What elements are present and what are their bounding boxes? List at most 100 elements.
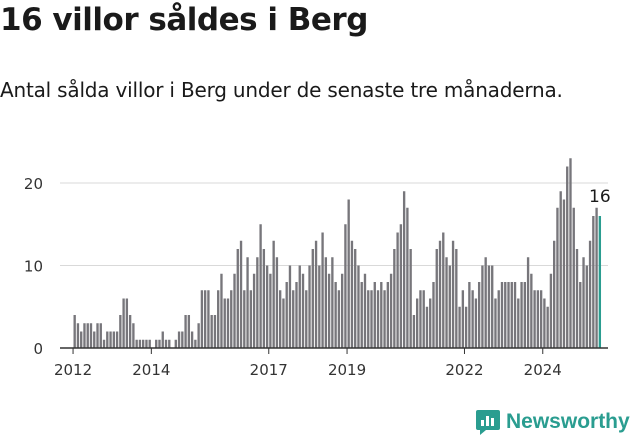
bar (445, 257, 448, 348)
bar (458, 306, 461, 348)
bar (207, 290, 210, 348)
bar (393, 249, 396, 348)
bar (438, 240, 442, 348)
brand-name: Newsworthy (506, 410, 630, 433)
bar (177, 331, 181, 348)
bar (109, 331, 112, 348)
bar (553, 240, 556, 348)
bar (539, 290, 543, 348)
bar (556, 207, 559, 348)
bar (510, 282, 513, 348)
bar (181, 331, 184, 348)
bar (396, 232, 399, 348)
bar (429, 298, 432, 348)
bar (517, 298, 520, 348)
bar (259, 224, 262, 348)
bar (295, 282, 298, 348)
bar (298, 265, 301, 348)
bar (575, 249, 579, 348)
x-tick-label: 2012 (54, 361, 92, 379)
bar (194, 339, 197, 348)
bar (347, 199, 350, 348)
bar (308, 265, 311, 348)
bar (220, 273, 223, 348)
bar (321, 232, 324, 348)
bar (89, 323, 93, 348)
bar (226, 298, 230, 348)
bar (536, 290, 540, 348)
bar (533, 290, 536, 348)
bar (200, 290, 204, 348)
bar (327, 273, 331, 348)
bar (474, 298, 478, 348)
bar (507, 282, 510, 348)
bar (572, 207, 575, 348)
bar (543, 298, 546, 348)
bar (233, 273, 236, 348)
axes (60, 347, 608, 354)
bar (324, 257, 328, 348)
bar (389, 273, 393, 348)
bar (464, 306, 468, 348)
bar (419, 290, 422, 348)
bar (132, 323, 135, 348)
bar (562, 199, 566, 348)
bar (164, 339, 168, 348)
bar (468, 282, 471, 348)
bar (334, 282, 337, 348)
bar (471, 290, 474, 348)
bar (112, 331, 115, 348)
bar (357, 265, 360, 348)
bar (145, 339, 148, 348)
bar (526, 257, 530, 348)
bar (236, 249, 239, 348)
brand-logo: Newsworthy (475, 407, 630, 437)
bar-chart: 0 10 20 2012 2014 2017 2019 2022 2024 16 (24, 158, 611, 379)
bar (187, 315, 191, 348)
bar (99, 323, 102, 348)
bar (288, 265, 292, 348)
bars (73, 158, 602, 348)
bar (311, 249, 314, 348)
bar (350, 240, 354, 348)
bar (595, 207, 598, 348)
bar (119, 315, 122, 348)
bar (102, 339, 106, 348)
bar (504, 282, 507, 348)
bar (360, 282, 363, 348)
bar (448, 265, 451, 348)
bar (184, 315, 187, 348)
chart-subtitle: Antal sålda villor i Berg under de senas… (0, 78, 563, 102)
bar (256, 257, 259, 348)
bar (432, 282, 435, 348)
bar (566, 166, 569, 348)
bar (546, 306, 549, 348)
bar (282, 298, 285, 348)
bar (373, 282, 376, 348)
bar (314, 240, 318, 348)
bar (412, 315, 416, 348)
bar (331, 257, 334, 348)
bar (190, 331, 194, 348)
bar (569, 158, 572, 348)
bar (83, 323, 86, 348)
bar (203, 290, 207, 348)
bar (249, 290, 252, 348)
bar (73, 315, 76, 348)
bar (442, 232, 445, 348)
bar (340, 273, 344, 348)
bar (406, 207, 409, 348)
bar (455, 249, 458, 348)
bar (115, 331, 119, 348)
bar (477, 282, 481, 348)
bar (491, 265, 494, 348)
bar (416, 298, 419, 348)
bar (125, 298, 129, 348)
bar (272, 240, 275, 348)
bar (239, 240, 243, 348)
bar (265, 265, 269, 348)
bar (269, 273, 272, 348)
bar (262, 249, 266, 348)
bar (217, 290, 220, 348)
bar (337, 290, 341, 348)
